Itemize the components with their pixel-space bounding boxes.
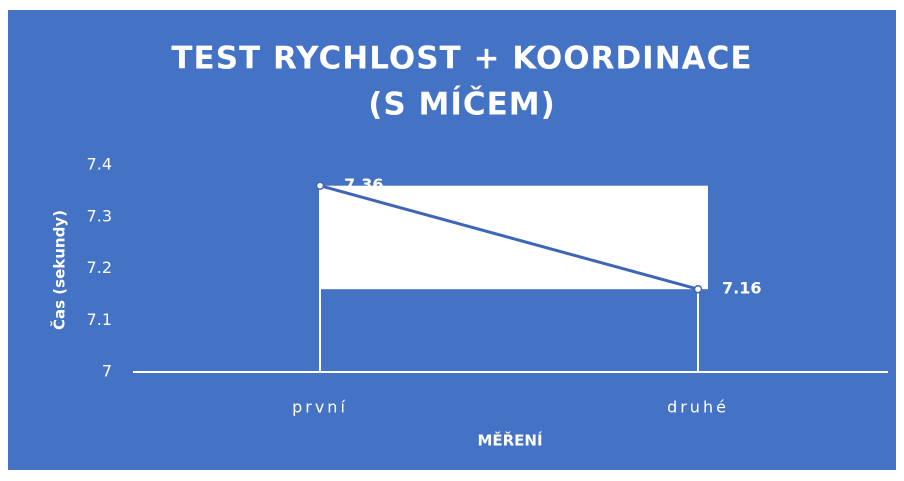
y-tick-label: 7.3	[87, 206, 112, 225]
chart-title: TEST RYCHLOST + KOORDINACE	[171, 41, 752, 77]
y-tick-label: 7.4	[87, 155, 112, 174]
x-tick-label: první	[292, 398, 348, 417]
line	[319, 184, 699, 291]
y-tick-label: 7.2	[87, 258, 112, 277]
chart-title: (S MÍČEM)	[368, 86, 556, 123]
x-tick-label: druhé	[667, 398, 729, 417]
y-tick-label: 7	[102, 362, 112, 381]
y-tick-label: 7.1	[87, 310, 112, 329]
x-axis-title: MĚŘENÍ	[477, 431, 543, 450]
data-label: 7.16	[722, 279, 761, 298]
y-axis-title: Čas (sekundy)	[50, 210, 69, 330]
marker	[315, 181, 325, 190]
marker	[693, 284, 703, 294]
